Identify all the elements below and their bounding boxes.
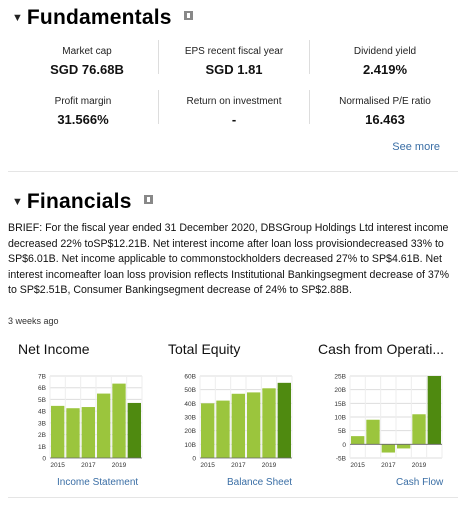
cash-flow-chart[interactable]: -5B 0 5B 10B 15B 20B 25B 2015 2017 2019 — [310, 368, 450, 474]
divider — [158, 40, 159, 74]
section-divider — [8, 497, 458, 498]
collapse-caret-icon[interactable]: ▼ — [12, 196, 23, 208]
stat-market-cap: Market cap SGD 76.68B — [12, 46, 162, 77]
bar-2018[interactable] — [247, 392, 261, 458]
cash-flow-link[interactable]: Cash Flow — [396, 477, 444, 488]
bar-2015[interactable] — [201, 403, 215, 458]
fundamentals-title: Fundamentals — [26, 6, 172, 29]
y-tick-label: 60B — [184, 374, 196, 381]
bar-2020[interactable] — [427, 376, 441, 445]
y-tick-label: 3B — [38, 420, 46, 427]
info-icon[interactable] — [183, 10, 193, 20]
y-tick-label: 0 — [342, 442, 346, 449]
stat-label: Profit margin — [54, 96, 112, 107]
x-tick-label: 2017 — [81, 462, 96, 469]
divider — [309, 90, 310, 124]
y-tick-label: 40B — [184, 401, 196, 408]
collapse-caret-icon[interactable]: ▼ — [12, 12, 23, 24]
bar-2015[interactable] — [351, 436, 365, 445]
y-tick-label: 15B — [334, 401, 346, 408]
stat-value: 2.419% — [362, 62, 408, 77]
y-tick-label: 30B — [184, 415, 196, 422]
y-tick-label: 50B — [184, 387, 196, 394]
fundamentals-header[interactable]: ▼ Fundamentals — [12, 6, 193, 30]
total-equity-chart[interactable]: 0 10B 20B 30B 40B 50B 60B 2015 2017 2019 — [160, 368, 300, 474]
stat-label: Normalised P/E ratio — [339, 96, 431, 107]
x-tick-label: 2019 — [262, 462, 277, 469]
bar-2020[interactable] — [277, 382, 291, 458]
x-tick-label: 2017 — [381, 462, 396, 469]
info-icon[interactable] — [143, 194, 153, 204]
bar-2017[interactable] — [81, 407, 95, 458]
y-tick-label: 1B — [38, 444, 46, 451]
financials-title: Financials — [26, 190, 132, 213]
income-statement-link[interactable]: Income Statement — [57, 477, 139, 488]
y-tick-label: 20B — [334, 387, 346, 394]
divider — [309, 40, 310, 74]
chart-title-cash-from-operations: Cash from Operati... — [318, 341, 445, 357]
stat-label: Market cap — [62, 46, 112, 57]
y-tick-label: 0 — [42, 456, 46, 463]
stat-eps: EPS recent fiscal year SGD 1.81 — [159, 46, 309, 77]
divider — [158, 90, 159, 124]
chart-title-net-income: Net Income — [18, 341, 90, 357]
x-tick-label: 2019 — [112, 462, 127, 469]
y-tick-label: 2B — [38, 432, 46, 439]
bar-2019[interactable] — [262, 388, 276, 458]
financials-brief: BRIEF: For the fiscal year ended 31 Dece… — [8, 222, 450, 297]
y-tick-label: 7B — [38, 374, 46, 381]
x-tick-label: 2015 — [200, 462, 215, 469]
stat-return-on-investment: Return on investment - — [159, 96, 309, 127]
y-tick-label: 20B — [184, 428, 196, 435]
stat-value: SGD 1.81 — [205, 62, 263, 77]
y-tick-label: 10B — [334, 415, 346, 422]
balance-sheet-link[interactable]: Balance Sheet — [227, 477, 293, 488]
stat-label: Dividend yield — [353, 46, 417, 57]
bar-2016[interactable] — [216, 400, 230, 458]
x-tick-label: 2019 — [412, 462, 427, 469]
section-divider — [8, 171, 458, 172]
financials-header[interactable]: ▼ Financials — [12, 190, 153, 214]
y-tick-label: 4B — [38, 409, 46, 416]
x-tick-label: 2017 — [231, 462, 246, 469]
bar-2020[interactable] — [127, 402, 141, 458]
y-tick-label: -5B — [336, 456, 346, 463]
bar-2019[interactable] — [112, 383, 126, 458]
bar-2019[interactable] — [412, 414, 426, 445]
bar-2016[interactable] — [66, 408, 80, 458]
stat-profit-margin: Profit margin 31.566% — [8, 96, 158, 127]
y-tick-label: 5B — [338, 428, 346, 435]
timestamp: 3 weeks ago — [8, 316, 59, 326]
stat-pe-ratio: Normalised P/E ratio 16.463 — [310, 96, 460, 127]
chart-title-total-equity: Total Equity — [168, 341, 241, 357]
stat-value: 31.566% — [57, 112, 109, 127]
stat-dividend-yield: Dividend yield 2.419% — [310, 46, 460, 77]
bar-2018[interactable] — [397, 444, 411, 449]
bar-2018[interactable] — [97, 393, 111, 458]
bar-2016[interactable] — [366, 419, 380, 445]
bar-2015[interactable] — [51, 405, 65, 458]
stat-value: - — [231, 112, 237, 127]
bar-2017[interactable] — [381, 444, 395, 453]
x-tick-label: 2015 — [350, 462, 365, 469]
y-tick-label: 10B — [184, 442, 196, 449]
bar-2017[interactable] — [231, 393, 245, 458]
stat-value: SGD 76.68B — [50, 62, 124, 77]
y-tick-label: 25B — [334, 374, 346, 381]
stat-label: EPS recent fiscal year — [184, 46, 284, 57]
x-tick-label: 2015 — [50, 462, 65, 469]
y-tick-label: 5B — [38, 397, 46, 404]
stat-label: Return on investment — [186, 96, 282, 107]
net-income-chart[interactable]: 0 1B 2B 3B 4B 5B 6B 7B 2015 2017 2019 — [10, 368, 150, 474]
y-tick-label: 0 — [192, 456, 196, 463]
y-tick-label: 6B — [38, 385, 46, 392]
stat-value: 16.463 — [365, 112, 405, 127]
see-more-link[interactable]: See more — [392, 141, 440, 153]
